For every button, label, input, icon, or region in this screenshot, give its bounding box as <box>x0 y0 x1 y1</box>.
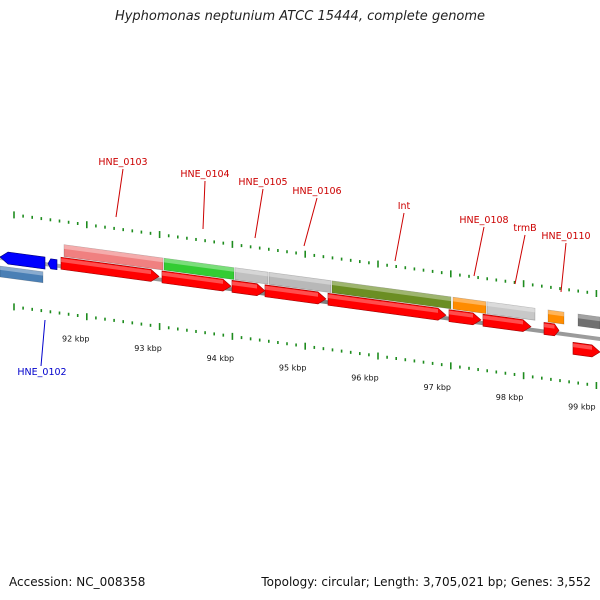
leader-line-trmB <box>514 234 526 285</box>
gene-bar-HNE_0104-fill <box>163 257 235 280</box>
gene-bar-trmB-fill <box>486 301 536 321</box>
gene-bar-HNE_0105-fill <box>234 267 269 285</box>
cds-arrow-trmB-fill <box>482 313 532 332</box>
gene-bar-next-gene-highlight <box>578 314 600 322</box>
gene-bar-HNE_0108-highlight <box>453 297 486 306</box>
gene-bar-HNE_0104 <box>163 257 235 280</box>
cds-arrow-next <box>572 342 600 358</box>
cds-arrow-HNE_0108-highlight <box>449 310 473 318</box>
gene-label-HNE_0105: HNE_0105 <box>238 177 287 188</box>
cds-arrow-trmB <box>482 313 532 332</box>
cds-arrow-HNE_0102-fill <box>0 251 46 270</box>
cds-arrow-int <box>327 292 447 321</box>
gene-bar-HNE_0105-highlight <box>235 267 268 277</box>
cds-arrow-HNE_0104 <box>161 270 232 292</box>
gene-bar-HNE_0106-fill <box>268 271 332 294</box>
cds-arrow-int-fill <box>327 292 447 321</box>
cds-arrow-HNE_0108-fill <box>448 309 482 326</box>
leader-line-HNE_0103 <box>115 168 124 218</box>
cds-arrow-int-highlight <box>328 294 438 313</box>
gene-bar-HNE_0110-fill <box>547 309 565 325</box>
gene-bar-int <box>331 280 452 310</box>
cds-arrow-next-highlight <box>573 343 592 350</box>
gene-bar-trmB-highlight <box>487 301 535 313</box>
gene-label-HNE_0104: HNE_0104 <box>180 169 229 180</box>
gene-label-int: Int <box>398 201 411 212</box>
kbp-label: 95 kbp <box>279 364 307 373</box>
kbp-label: 96 kbp <box>351 373 379 382</box>
kbp-label: 93 kbp <box>134 344 162 353</box>
gene-bar-HNE_0108-fill <box>452 296 487 314</box>
cds-arrow-HNE_0106 <box>264 284 327 305</box>
cds-arrow-HNE_0106-fill <box>264 284 327 305</box>
cds-arrow-HNE_0106-highlight <box>265 285 318 297</box>
cds-arrow-small-reverse <box>47 258 58 271</box>
gene-bar-HNE_0105 <box>234 267 269 285</box>
gene-label-trmB: trmB <box>513 223 536 234</box>
leader-line-int <box>394 212 405 262</box>
accession-text: Accession: NC_008358 <box>9 575 146 589</box>
gene-bar-HNE_0108 <box>452 296 487 314</box>
gene-bar-int-highlight <box>332 280 451 302</box>
gene-label-HNE_0102: HNE_0102 <box>17 367 66 378</box>
cds-arrow-HNE_0105-fill <box>231 279 266 297</box>
gene-bar-HNE_0103-fill <box>63 244 164 271</box>
gene-bar-HNE_0104-highlight <box>164 258 234 272</box>
gene-bar-next-gene-fill <box>577 313 600 330</box>
leader-line-HNE_0102 <box>40 319 46 367</box>
kbp-label: 97 kbp <box>424 383 452 392</box>
cds-arrow-HNE_0110-fill <box>543 322 560 337</box>
gene-bar-next-gene <box>577 313 600 330</box>
gene-bar-HNE_0102-product-fill <box>0 265 44 284</box>
kbp-label: 98 kbp <box>496 393 524 402</box>
leader-line-HNE_0106 <box>303 197 318 247</box>
gene-bar-HNE_0102-product <box>0 265 44 284</box>
gene-bar-HNE_0103-highlight <box>64 244 163 263</box>
cds-arrow-HNE_0103-highlight <box>61 258 151 275</box>
leader-line-HNE_0105 <box>254 188 264 239</box>
cds-arrow-next-fill <box>572 342 600 358</box>
cds-arrow-HNE_0104-highlight <box>162 271 223 284</box>
gene-bar-trmB <box>486 301 536 321</box>
cds-arrow-HNE_0110 <box>543 322 560 337</box>
gene-bar-HNE_0110-highlight <box>548 309 564 317</box>
cds-arrow-HNE_0105-highlight <box>232 281 257 289</box>
gene-bar-HNE_0110 <box>547 309 565 325</box>
map-title: Hyphomonas neptunium ATCC 15444, complet… <box>114 9 486 24</box>
genome-stats-text: Topology: circular; Length: 3,705,021 bp… <box>261 575 591 589</box>
gene-bar-HNE_0106 <box>268 271 332 294</box>
cds-arrow-HNE_0105 <box>231 279 266 297</box>
cds-arrow-trmB-highlight <box>483 315 523 325</box>
cds-arrow-HNE_0102 <box>0 251 46 270</box>
cds-arrow-HNE_0108 <box>448 309 482 326</box>
gene-label-HNE_0110: HNE_0110 <box>541 231 590 242</box>
cds-arrow-HNE_0104-fill <box>161 270 232 292</box>
kbp-label: 92 kbp <box>62 334 90 343</box>
gene-bar-HNE_0106-highlight <box>269 272 331 285</box>
cds-arrow-HNE_0110-highlight <box>544 323 555 329</box>
leader-line-HNE_0110 <box>560 242 567 293</box>
leader-line-HNE_0104 <box>202 180 206 230</box>
gene-bar-HNE_0103 <box>63 244 164 271</box>
gene-label-HNE_0103: HNE_0103 <box>98 157 147 168</box>
gene-label-HNE_0108: HNE_0108 <box>459 215 508 226</box>
cds-arrow-HNE_0103-fill <box>60 256 160 282</box>
cds-arrow-small-reverse-fill <box>47 258 58 271</box>
kbp-label: 94 kbp <box>207 354 235 363</box>
cds-arrow-HNE_0103 <box>60 256 160 282</box>
gene-label-HNE_0106: HNE_0106 <box>292 186 341 197</box>
gene-bar-HNE_0102-product-highlight <box>0 266 43 276</box>
kbp-label: 99 kbp <box>568 403 596 412</box>
leader-line-HNE_0108 <box>473 226 485 277</box>
gene-bar-int-fill <box>331 280 452 310</box>
